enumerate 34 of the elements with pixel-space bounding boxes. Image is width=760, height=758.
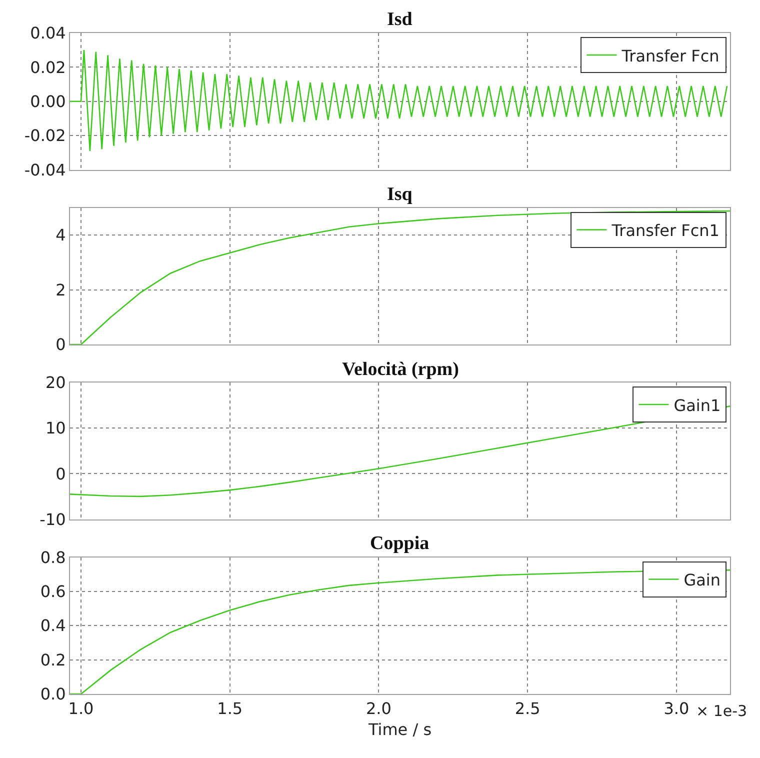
x-tick-label: 1.5 bbox=[217, 699, 243, 718]
legend-label: Gain1 bbox=[674, 396, 721, 415]
y-tick-label: 0.4 bbox=[40, 616, 66, 636]
y-tick-label: 10 bbox=[45, 418, 66, 438]
x-tick-label: 3.0 bbox=[664, 699, 690, 718]
y-tick-label: 0.04 bbox=[30, 24, 66, 43]
line-series bbox=[70, 49, 728, 152]
y-tick-label: 0 bbox=[56, 464, 66, 484]
y-tick-label: -10 bbox=[40, 510, 66, 529]
y-tick-label: -0.04 bbox=[24, 160, 66, 180]
text: × 1e-3 bbox=[696, 702, 748, 720]
y-tick-label: 2 bbox=[56, 280, 66, 300]
y-tick-label: 0.00 bbox=[30, 92, 66, 111]
x-tick-label: 1.0 bbox=[68, 699, 94, 718]
y-tick-label: 4 bbox=[56, 226, 66, 245]
line-series bbox=[70, 210, 730, 344]
y-tick-label: 0.6 bbox=[40, 582, 66, 602]
x-axis-title: Time / s bbox=[367, 720, 432, 739]
chart-title: Velocità (rpm) bbox=[342, 359, 459, 380]
chart-title: Isd bbox=[387, 9, 413, 30]
y-tick-label: 0.0 bbox=[40, 684, 66, 704]
y-tick-label: 0.2 bbox=[40, 650, 66, 670]
legend-label: Gain bbox=[684, 570, 720, 590]
y-tick-label: 0 bbox=[56, 335, 66, 354]
legend-label: Transfer Fcn1 bbox=[610, 220, 720, 240]
chart-title: Isq bbox=[387, 184, 413, 205]
y-tick-label: 0.8 bbox=[40, 548, 66, 567]
x-tick-label: 2.5 bbox=[514, 699, 540, 718]
legend-label: Transfer Fcn bbox=[620, 46, 720, 66]
y-tick-label: 20 bbox=[45, 373, 66, 392]
x-tick-label: 2.0 bbox=[366, 699, 392, 718]
y-tick-label: -0.02 bbox=[24, 126, 66, 146]
y-tick-label: 0.02 bbox=[30, 58, 66, 77]
chart-title: Coppia bbox=[370, 533, 430, 554]
